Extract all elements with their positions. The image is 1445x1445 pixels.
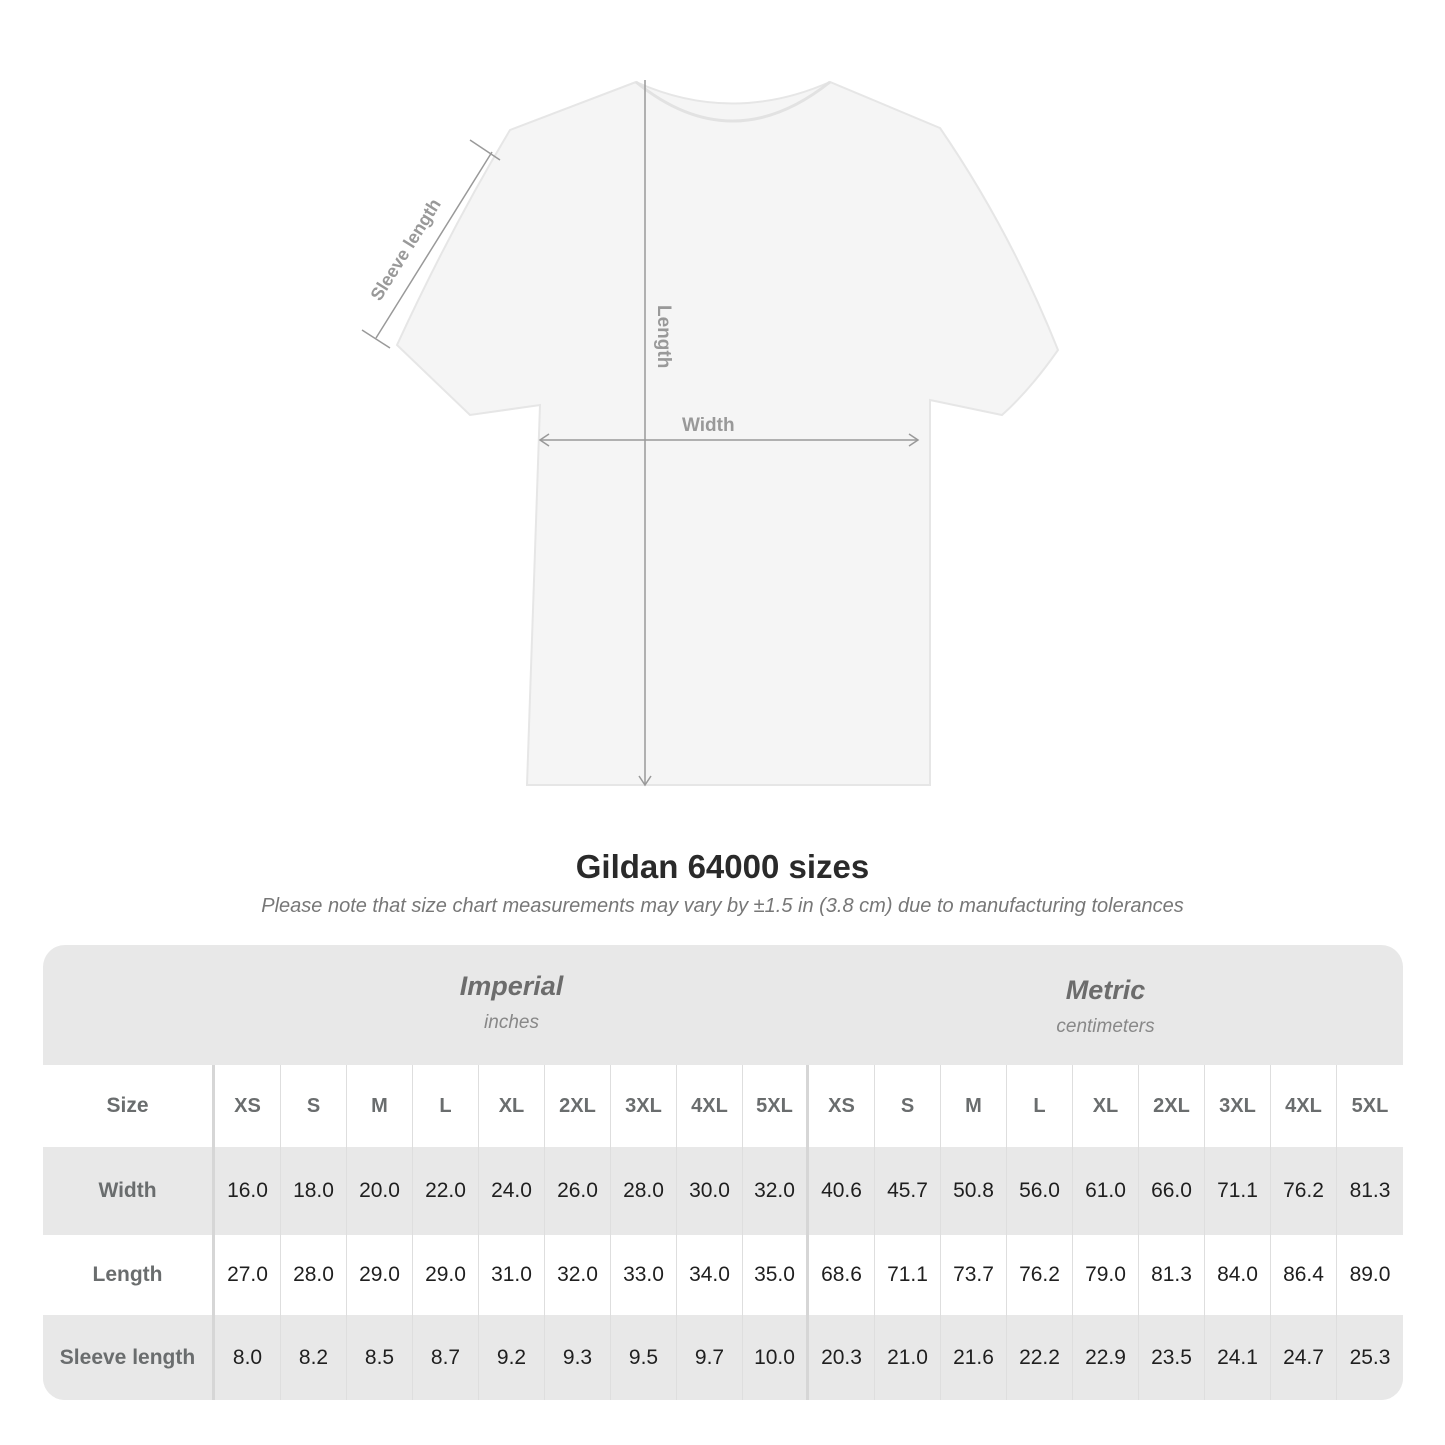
value-cell: 8.5 xyxy=(347,1315,413,1400)
tshirt-collar xyxy=(635,80,831,123)
value-cell: 45.7 xyxy=(875,1147,941,1235)
size-header-cell: 2XL xyxy=(1139,1065,1205,1147)
value-cell: 8.2 xyxy=(281,1315,347,1400)
size-header-cell: S xyxy=(281,1065,347,1147)
sleeve-arrow xyxy=(375,151,493,339)
value-cell: 89.0 xyxy=(1349,1263,1391,1286)
value-cell: 29.0 xyxy=(347,1235,413,1315)
value-cell: 79.0 xyxy=(1073,1235,1139,1315)
size-header-cell: M xyxy=(347,1065,413,1147)
size-header-cell: XL xyxy=(1073,1065,1139,1147)
value-cell: 25.3 xyxy=(1349,1345,1391,1369)
value-cell: 84.0 xyxy=(1205,1235,1271,1315)
value-cell: 10.0 xyxy=(743,1315,809,1400)
value-cell: 20.0 xyxy=(347,1147,413,1235)
value-cell: 81.3 xyxy=(1139,1235,1205,1315)
value-cell: 22.0 xyxy=(413,1147,479,1235)
value-cell: 66.0 xyxy=(1139,1147,1205,1235)
table-row: Width 16.0 18.0 20.0 22.0 24.0 26.0 28.0 30.0 32.… xyxy=(43,1147,1403,1235)
value-cell: 24.0 xyxy=(479,1147,545,1235)
value-cell: 18.0 xyxy=(281,1147,347,1235)
value-cell: 68.6 xyxy=(809,1235,875,1315)
table-row: Sleeve length 8.0 8.2 8.5 8.7 9.2 9.3 9.5 9.7 10.… xyxy=(43,1315,1403,1400)
value-cell: 21.6 xyxy=(941,1315,1007,1400)
value-cell: 22.9 xyxy=(1073,1315,1139,1400)
length-label: Length xyxy=(653,305,674,368)
value-cell: 81.3 xyxy=(1349,1179,1391,1202)
value-cell: 31.0 xyxy=(479,1235,545,1315)
value-cell: 61.0 xyxy=(1073,1147,1139,1235)
value-cell: 73.7 xyxy=(941,1235,1007,1315)
imperial-unit: inches xyxy=(484,1012,539,1033)
size-header-cell: L xyxy=(413,1065,479,1147)
size-header-cell: 2XL xyxy=(545,1065,611,1147)
value-cell: 27.0 xyxy=(215,1235,281,1315)
value-cell: 29.0 xyxy=(413,1235,479,1315)
value-cell: 28.0 xyxy=(281,1235,347,1315)
value-cell: 34.0 xyxy=(677,1235,743,1315)
value-cell: 16.0 xyxy=(215,1147,281,1235)
value-cell: 30.0 xyxy=(677,1147,743,1235)
value-cell: 71.1 xyxy=(1205,1147,1271,1235)
value-cell: 9.5 xyxy=(611,1315,677,1400)
value-cell: 8.7 xyxy=(413,1315,479,1400)
size-header-cell: 3XL xyxy=(611,1065,677,1147)
value-cell: 9.3 xyxy=(545,1315,611,1400)
imperial-label: Imperial xyxy=(459,971,564,1001)
size-header-cell: 3XL xyxy=(1205,1065,1271,1147)
value-cell: 9.2 xyxy=(479,1315,545,1400)
value-cell: 76.2 xyxy=(1007,1235,1073,1315)
size-header-cell: L xyxy=(1007,1065,1073,1147)
tolerance-note: Please note that size chart measurements… xyxy=(261,895,1184,917)
value-cell: 76.2 xyxy=(1271,1147,1337,1235)
metric-header: Metric centimeters xyxy=(808,945,1403,1065)
width-label: Width xyxy=(682,415,735,436)
value-cell: 86.4 xyxy=(1271,1235,1337,1315)
value-cell: 71.1 xyxy=(875,1235,941,1315)
size-header-cell: 4XL xyxy=(1271,1065,1337,1147)
metric-label: Metric xyxy=(1065,975,1146,1005)
imperial-header: Imperial inches xyxy=(215,945,808,1065)
size-header-cell: XS xyxy=(215,1065,281,1147)
value-cell: 56.0 xyxy=(1007,1147,1073,1235)
size-header-cell: M xyxy=(941,1065,1007,1147)
value-cell: 9.7 xyxy=(677,1315,743,1400)
value-cell: 20.3 xyxy=(809,1315,875,1400)
row-label: Length xyxy=(43,1235,215,1315)
size-header-cell: 5XL xyxy=(1351,1094,1389,1117)
value-cell: 32.0 xyxy=(743,1147,809,1235)
size-header-cell: 5XL xyxy=(743,1065,809,1147)
value-cell: 35.0 xyxy=(743,1235,809,1315)
value-cell: 28.0 xyxy=(611,1147,677,1235)
value-cell: 8.0 xyxy=(215,1315,281,1400)
value-cell: 21.0 xyxy=(875,1315,941,1400)
value-cell: 24.1 xyxy=(1205,1315,1271,1400)
size-header-cell: S xyxy=(875,1065,941,1147)
size-header-row: Size XS S M L XL 2XL 3XL 4XL 5XL XS S M L XL 2XL 3XL 4XL 5… xyxy=(43,1065,1403,1147)
value-cell: 32.0 xyxy=(545,1235,611,1315)
size-header-cell: XS xyxy=(809,1065,875,1147)
page-title: Gildan 64000 sizes xyxy=(575,848,870,885)
size-header-cell: XL xyxy=(479,1065,545,1147)
table-row: Length 27.0 28.0 29.0 29.0 31.0 32.0 33.0 34.0 35… xyxy=(43,1235,1403,1315)
tshirt-diagram: Length Width Sleeve length xyxy=(361,80,1060,787)
size-header-cell: 4XL xyxy=(677,1065,743,1147)
row-label: Width xyxy=(43,1147,215,1235)
metric-unit: centimeters xyxy=(1056,1016,1155,1037)
row-label: Sleeve length xyxy=(43,1315,215,1400)
value-cell: 22.2 xyxy=(1007,1315,1073,1400)
row-label: Size xyxy=(43,1065,215,1147)
value-cell: 40.6 xyxy=(809,1147,875,1235)
value-cell: 26.0 xyxy=(545,1147,611,1235)
value-cell: 50.8 xyxy=(941,1147,1007,1235)
value-cell: 24.7 xyxy=(1271,1315,1337,1400)
value-cell: 23.5 xyxy=(1139,1315,1205,1400)
size-table: Imperial inches Metric centimeters Size X… xyxy=(43,945,1403,1400)
value-cell: 33.0 xyxy=(611,1235,677,1315)
tshirt-shape xyxy=(395,80,1060,786)
